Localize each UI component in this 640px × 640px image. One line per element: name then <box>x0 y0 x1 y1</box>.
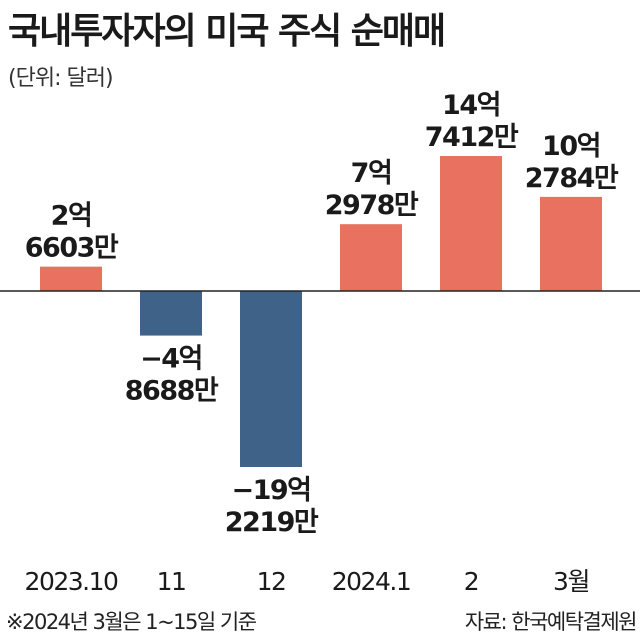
bar-1 <box>140 291 202 336</box>
data-label-5-line-1: 10억 <box>542 131 600 162</box>
bar-2 <box>240 291 302 467</box>
bar-5 <box>540 196 602 291</box>
x-tick-label-5: 3월 <box>553 567 589 596</box>
x-tick-label-4: 2 <box>464 567 478 596</box>
source-note: 자료: 한국예탁결제원 <box>464 610 638 634</box>
data-label-3-line-1: 7억 <box>351 158 392 189</box>
bar-0 <box>40 266 102 291</box>
data-label-4-line-1: 14억 <box>442 90 500 121</box>
data-label-4-line-2: 7412만 <box>425 122 519 153</box>
data-label-5-line-2: 2784만 <box>525 163 619 194</box>
data-label-0-line-2: 6603만 <box>25 233 119 264</box>
footnote: ※2024년 3월은 1~15일 기준 <box>6 610 257 634</box>
chart-title: 국내투자자의 미국 주식 순매매 <box>8 11 446 52</box>
bar-3 <box>340 224 402 291</box>
data-label-1-line-2: 8688만 <box>125 376 219 407</box>
x-tick-label-0: 2023.10 <box>25 567 118 596</box>
unit-note: (단위: 달러) <box>8 66 114 91</box>
data-label-1-line-1: −4억 <box>140 344 202 375</box>
bar-4 <box>440 156 502 291</box>
data-label-2-line-1: −19억 <box>231 475 310 506</box>
x-tick-label-3: 2024.1 <box>332 567 410 596</box>
data-label-0-line-1: 2억 <box>51 201 92 232</box>
x-tick-label-2: 12 <box>257 567 286 596</box>
x-tick-label-1: 11 <box>157 567 186 596</box>
data-label-2-line-2: 2219만 <box>225 507 319 538</box>
data-label-3-line-2: 2978만 <box>325 190 419 221</box>
